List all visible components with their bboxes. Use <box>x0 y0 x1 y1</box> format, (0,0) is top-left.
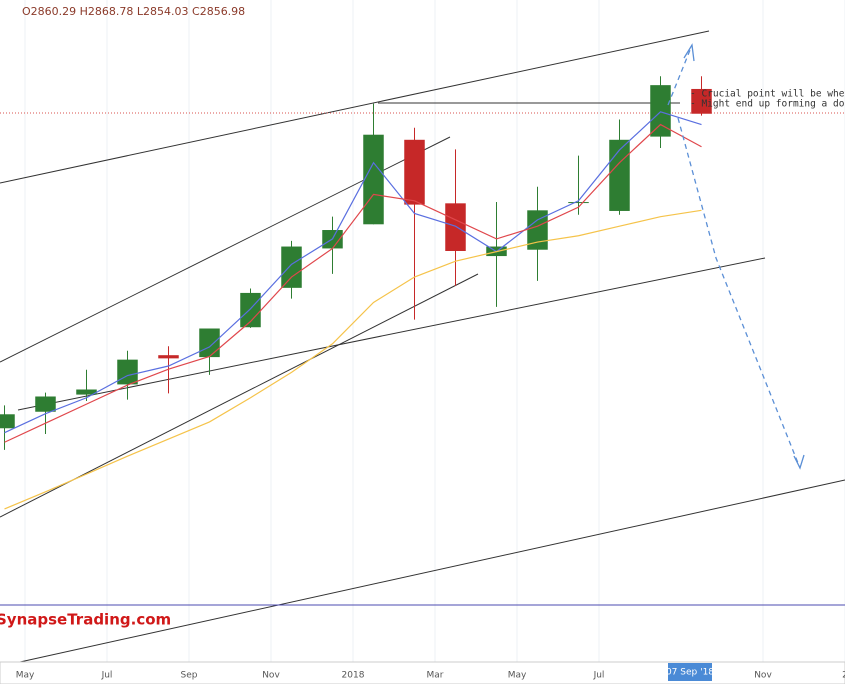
trendline <box>17 257 766 411</box>
axis-labels: May Jul Sep Nov 2018 Mar May Jul Nov 2 <box>16 671 845 681</box>
candle-body <box>199 328 220 358</box>
candle-body <box>363 134 384 225</box>
x-axis <box>0 661 845 684</box>
cursor-box <box>668 663 712 681</box>
ohlc-header: O2860.29 H2868.78 L2854.03 C2856.98 <box>22 5 245 18</box>
x-tick-label: May <box>16 671 35 681</box>
candle-body <box>158 355 179 359</box>
trendlines <box>0 30 845 663</box>
watermark: SynapseTrading.com <box>0 611 171 629</box>
note: - Crucial point will be whether it can <box>690 89 845 100</box>
candle-body <box>117 359 138 385</box>
candle-body <box>240 292 261 328</box>
moving-average <box>4 111 702 434</box>
x-tick-label: Mar <box>427 671 444 681</box>
candle-body <box>445 203 466 251</box>
candle-body <box>0 414 15 429</box>
projection-arrows <box>667 43 805 470</box>
candle-body <box>568 202 589 204</box>
trendline <box>19 479 845 663</box>
candle-body <box>527 210 548 250</box>
candle-body <box>404 139 425 205</box>
moving-average <box>4 123 702 443</box>
candle-body <box>691 88 712 114</box>
candle-body <box>76 389 97 395</box>
arrow-head <box>793 454 805 470</box>
candle-body <box>281 246 302 288</box>
x-tick-label: Nov <box>262 671 280 681</box>
candle-body <box>650 85 671 137</box>
plot <box>0 76 712 510</box>
x-tick-label: Sep <box>181 671 198 681</box>
x-tick-label: Nov <box>754 671 772 681</box>
trendline <box>0 30 710 184</box>
note: - Might end up forming a double top <box>690 99 845 110</box>
arrow-down <box>677 117 801 469</box>
grid <box>24 0 845 662</box>
x-tick-label: 2 <box>842 671 845 681</box>
x-tick-label: 2018 <box>342 671 365 681</box>
x-tick-label: Jul <box>593 671 605 681</box>
x-tick-label: May <box>508 671 527 681</box>
candle-body <box>35 396 56 412</box>
arrow-up <box>667 44 693 106</box>
cursor-label: 07 Sep '18 <box>666 668 714 678</box>
x-tick-label: Jul <box>101 671 113 681</box>
arrow-head <box>683 43 695 62</box>
moving-average <box>4 209 702 510</box>
